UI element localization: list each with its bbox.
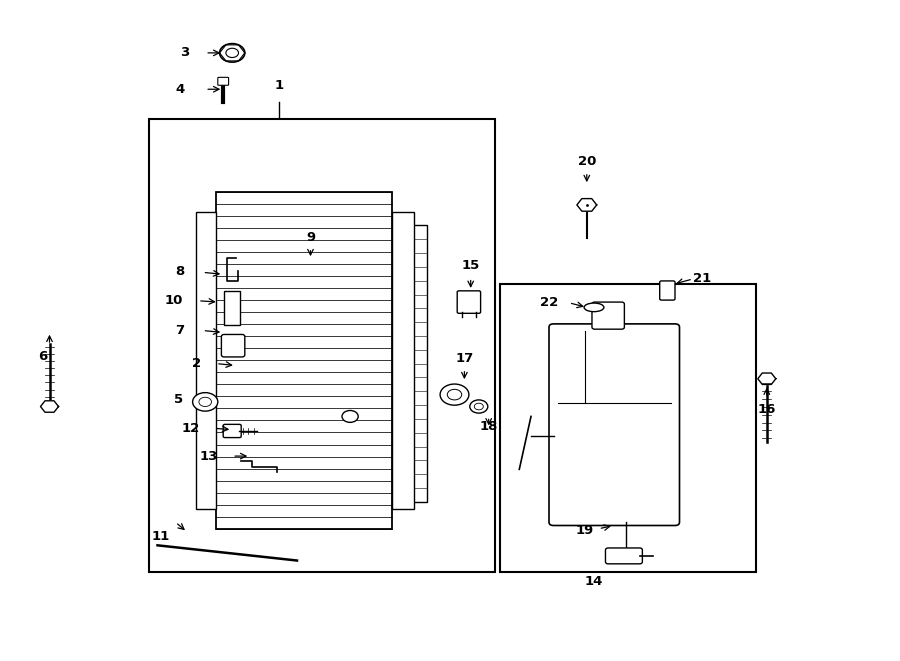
Bar	[277, 225, 427, 502]
FancyBboxPatch shape	[221, 334, 245, 357]
Text: 19: 19	[576, 524, 594, 537]
Circle shape	[220, 44, 245, 62]
Text: 17: 17	[455, 352, 473, 365]
Circle shape	[470, 400, 488, 413]
Circle shape	[193, 393, 218, 411]
FancyBboxPatch shape	[218, 77, 229, 85]
FancyBboxPatch shape	[457, 291, 481, 313]
Text: 7: 7	[176, 324, 184, 337]
Text: 3: 3	[180, 46, 189, 59]
Circle shape	[342, 410, 358, 422]
Text: 11: 11	[151, 530, 169, 543]
FancyBboxPatch shape	[660, 281, 675, 300]
Text: 16: 16	[758, 403, 776, 416]
Circle shape	[440, 384, 469, 405]
Bar	[148, 119, 495, 572]
Polygon shape	[758, 373, 776, 385]
Text: 12: 12	[182, 422, 200, 435]
Bar	[216, 192, 392, 529]
Text: 14: 14	[585, 575, 603, 588]
Bar	[224, 291, 240, 325]
Text: 13: 13	[200, 449, 218, 463]
FancyBboxPatch shape	[606, 548, 643, 564]
Text: 6: 6	[39, 350, 48, 364]
FancyBboxPatch shape	[223, 424, 241, 438]
Text: 5: 5	[174, 393, 183, 407]
Bar	[392, 212, 414, 509]
Text: 18: 18	[480, 420, 498, 433]
FancyBboxPatch shape	[592, 302, 625, 329]
Text: 2: 2	[192, 357, 201, 370]
Text: 4: 4	[176, 83, 184, 96]
Text: 1: 1	[274, 79, 284, 93]
Polygon shape	[577, 198, 597, 212]
Text: 22: 22	[540, 296, 558, 309]
Bar	[500, 284, 756, 572]
Text: 10: 10	[165, 294, 183, 307]
Polygon shape	[40, 401, 58, 412]
Text: 8: 8	[176, 264, 184, 278]
Text: 21: 21	[693, 272, 711, 286]
Ellipse shape	[584, 303, 604, 311]
Text: 9: 9	[306, 231, 315, 245]
Text: 15: 15	[462, 259, 480, 272]
Text: 20: 20	[578, 155, 596, 169]
Bar	[196, 212, 216, 509]
FancyBboxPatch shape	[549, 324, 680, 525]
